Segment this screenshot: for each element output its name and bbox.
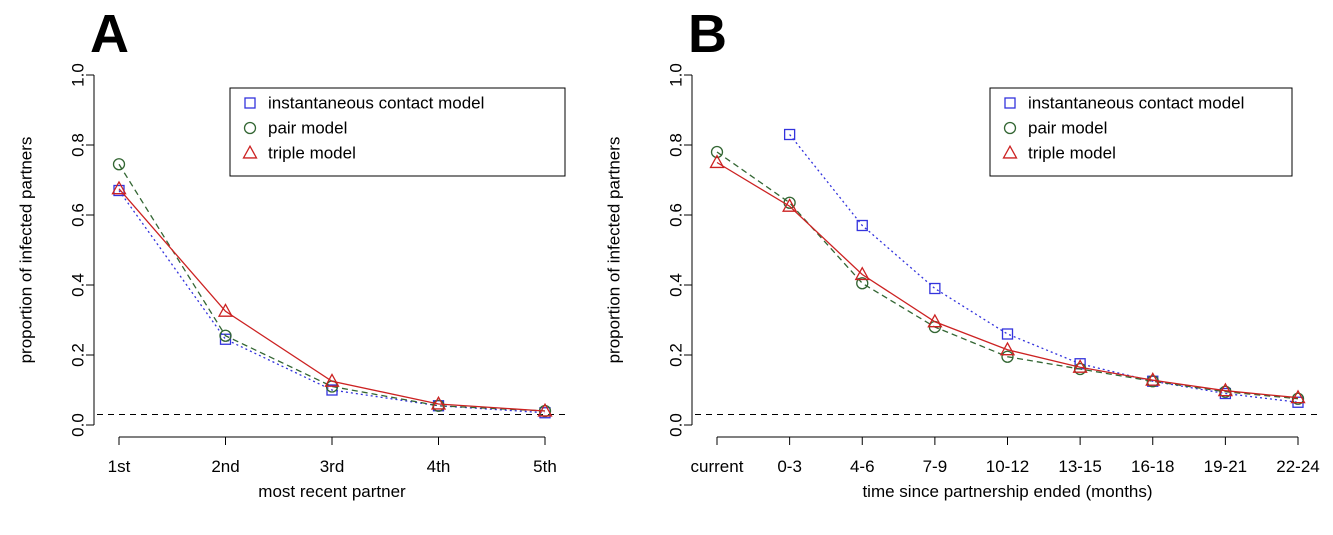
legend-label: pair model <box>268 119 347 138</box>
y-tick-label: 0.0 <box>667 413 686 437</box>
series-triple <box>709 154 1306 404</box>
y-tick-label: 0.2 <box>667 343 686 367</box>
x-tick-label: 7-9 <box>923 457 948 476</box>
data-point-pair <box>856 277 869 290</box>
data-point-icm <box>783 128 796 141</box>
legend-circle-icon <box>243 121 257 135</box>
legend-box <box>989 87 1293 177</box>
series-line-triple <box>118 188 546 412</box>
legend: instantaneous contact model pair model tri… <box>989 87 1293 177</box>
data-point-triple <box>854 266 870 281</box>
data-point-triple <box>709 154 725 169</box>
series-line-triple <box>716 161 1299 399</box>
series-icm <box>113 184 551 419</box>
y-tick-label: 0.6 <box>667 203 686 227</box>
chart-panel-b: B 0.0 0.2 0.4 0.6 0.8 1.0 current 0-3 4-6 7-9 10-12… <box>605 4 1320 501</box>
series-icm <box>783 128 1304 408</box>
legend-triangle-icon <box>242 144 258 159</box>
x-tick-label: 13-15 <box>1058 457 1101 476</box>
y-tick-label: 0.2 <box>69 343 88 367</box>
data-point-pair <box>112 158 126 171</box>
x-tick-label: 4th <box>427 457 451 476</box>
data-point-triple <box>1145 372 1161 386</box>
y-axis-label: proportion of infected partners <box>17 137 36 364</box>
y-tick-label: 0.8 <box>69 133 88 157</box>
x-axis-label: most recent partner <box>258 482 406 501</box>
y-tick-label: 0.0 <box>69 413 88 437</box>
legend-label: instantaneous contact model <box>268 94 484 113</box>
legend-circle-icon <box>1003 121 1017 135</box>
data-point-pair <box>219 329 232 342</box>
data-point-triple <box>537 402 553 417</box>
data-point-triple <box>111 180 127 195</box>
series-pair <box>112 158 552 418</box>
data-point-triple <box>927 313 943 328</box>
panel-letter: A <box>90 4 129 64</box>
y-tick-label: 0.4 <box>69 273 88 297</box>
legend-box <box>229 87 566 177</box>
y-tick-label: 1.0 <box>667 63 686 87</box>
legend-label: triple model <box>268 144 356 163</box>
x-tick-label: 19-21 <box>1204 457 1247 476</box>
series-pair <box>710 145 1305 405</box>
legend-triangle-icon <box>1002 144 1018 159</box>
data-point-pair <box>1291 392 1305 405</box>
legend-label: instantaneous contact model <box>1028 94 1244 113</box>
data-point-icm <box>929 282 941 295</box>
data-point-triple <box>1072 359 1088 373</box>
data-point-triple <box>1290 389 1306 404</box>
data-point-pair <box>1073 362 1087 376</box>
legend: instantaneous contact model pair model tri… <box>229 87 566 177</box>
x-tick-label: 1st <box>108 457 131 476</box>
series-triple <box>111 180 553 417</box>
legend-square-icon <box>244 97 256 109</box>
series-line-icm <box>118 190 546 414</box>
data-point-triple <box>324 373 340 387</box>
data-point-triple <box>782 198 798 212</box>
chart-panel-a: A 0.0 0.2 0.4 0.6 0.8 1.0 1st 2nd 3rd 4th 5th propor… <box>17 4 566 501</box>
data-point-triple <box>430 395 447 410</box>
x-tick-label: 4-6 <box>850 457 875 476</box>
x-tick-label: 22-24 <box>1276 457 1319 476</box>
data-point-icm <box>856 219 868 232</box>
y-tick-label: 0.6 <box>69 203 88 227</box>
data-point-triple <box>1217 382 1233 397</box>
data-point-triple <box>999 341 1016 356</box>
series-line-pair <box>118 163 546 412</box>
data-point-pair <box>1001 350 1014 363</box>
y-tick-label: 0.8 <box>667 133 686 157</box>
x-axis-label: time since partnership ended (months) <box>862 482 1152 501</box>
x-tick-label: current <box>691 457 744 476</box>
x-tick-label: 10-12 <box>986 457 1029 476</box>
x-tick-label: 3rd <box>320 457 345 476</box>
data-point-triple <box>217 303 234 317</box>
y-tick-label: 0.4 <box>667 273 686 297</box>
y-axis-label: proportion of infected partners <box>605 137 624 364</box>
x-tick-label: 0-3 <box>777 457 802 476</box>
panel-letter: B <box>688 4 727 64</box>
x-tick-label: 2nd <box>211 457 239 476</box>
x-tick-label: 16-18 <box>1131 457 1174 476</box>
legend-label: pair model <box>1028 119 1107 138</box>
x-tick-label: 5th <box>533 457 557 476</box>
data-point-icm <box>1001 328 1014 340</box>
data-point-pair <box>432 399 445 412</box>
data-point-pair <box>710 145 724 159</box>
legend-square-icon <box>1004 97 1016 109</box>
y-tick-label: 1.0 <box>69 63 88 87</box>
legend-label: triple model <box>1028 144 1116 163</box>
